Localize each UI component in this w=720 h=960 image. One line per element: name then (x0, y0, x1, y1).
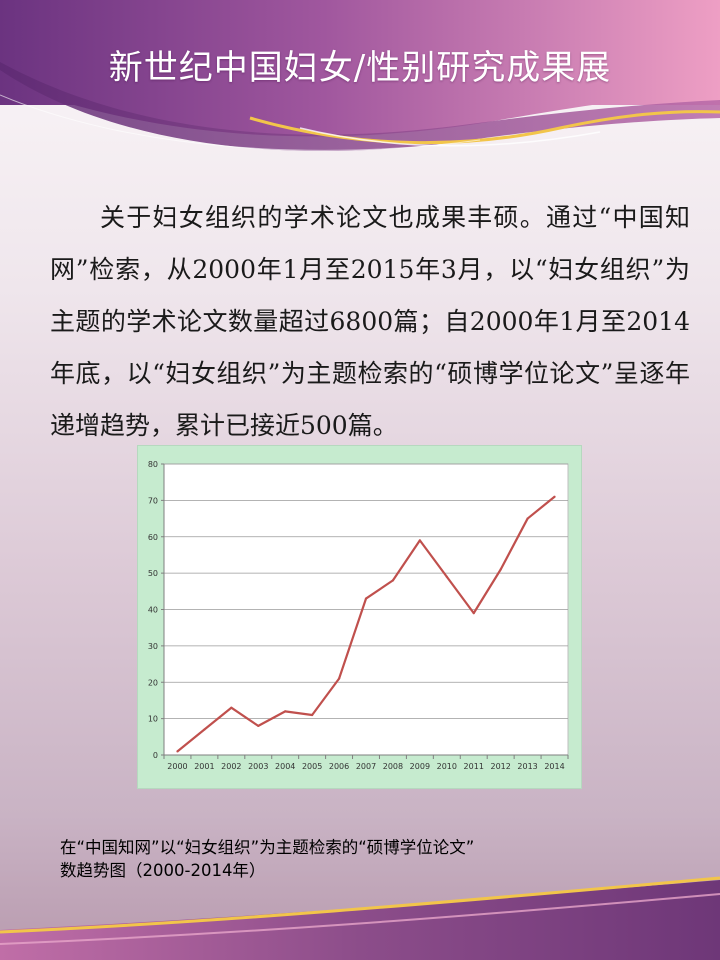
data-point (284, 710, 287, 713)
x-tick-label: 2013 (517, 762, 537, 771)
data-point (418, 539, 421, 542)
data-point (257, 724, 260, 727)
y-tick-label: 20 (148, 678, 158, 687)
x-tick-label: 2011 (464, 762, 484, 771)
x-tick-label: 2006 (329, 762, 349, 771)
y-tick-label: 60 (148, 533, 158, 542)
data-point (176, 750, 179, 753)
data-point (499, 568, 502, 571)
data-point (391, 579, 395, 582)
header-decoration (0, 0, 720, 152)
page-title: 新世纪中国妇女/性别研究成果展 (108, 48, 612, 88)
x-tick-label: 2008 (383, 762, 403, 771)
y-tick-label: 30 (148, 642, 158, 651)
x-tick-label: 2009 (410, 762, 430, 771)
x-tick-label: 2007 (356, 762, 376, 771)
x-tick-label: 2004 (275, 762, 295, 771)
y-tick-label: 70 (148, 496, 158, 505)
data-point (526, 517, 529, 520)
x-tick-label: 2010 (437, 762, 457, 771)
x-tick-label: 2003 (248, 762, 268, 771)
footer-decoration (0, 860, 720, 960)
x-tick-label: 2002 (221, 762, 241, 771)
x-tick-label: 2000 (167, 762, 187, 771)
data-point (553, 495, 556, 498)
line-chart: 0 10 20 30 40 50 60 70 80 2000 2001 2002 2003 2004 200… (148, 460, 569, 771)
caption-line-2: 数趋势图（2000-2014年） (60, 861, 266, 880)
header-banner: 新世纪中国妇女/性别研究成果展 (0, 0, 720, 170)
x-tick-label: 2012 (490, 762, 510, 771)
data-point (337, 677, 341, 680)
data-point (230, 706, 233, 709)
data-point (311, 713, 314, 717)
y-tick-label: 50 (148, 569, 158, 578)
footer-swoosh (0, 876, 720, 960)
x-tick-label: 2001 (194, 762, 214, 771)
x-tick-label: 2014 (544, 762, 564, 771)
x-tick-label: 2005 (302, 762, 322, 771)
line-chart-panel: 0 10 20 30 40 50 60 70 80 2000 2001 2002 2003 2004 200… (138, 446, 581, 788)
data-point (364, 597, 368, 600)
data-point (472, 612, 475, 615)
data-point (445, 575, 448, 578)
y-tick-label: 0 (153, 751, 158, 760)
data-point (203, 728, 206, 731)
caption-line-1: 在“中国知网”以“妇女组织”为主题检索的“硕博学位论文” (60, 838, 475, 857)
chart-caption: 在“中国知网”以“妇女组织”为主题检索的“硕博学位论文” 数趋势图（2000-2… (60, 836, 700, 882)
y-tick-label: 10 (148, 715, 158, 724)
y-tick-label: 80 (148, 460, 158, 469)
y-tick-label: 40 (148, 606, 158, 615)
intro-paragraph: 关于妇女组织的学术论文也成果丰硕。通过“中国知网”检索，从2000年1月至201… (50, 203, 690, 440)
